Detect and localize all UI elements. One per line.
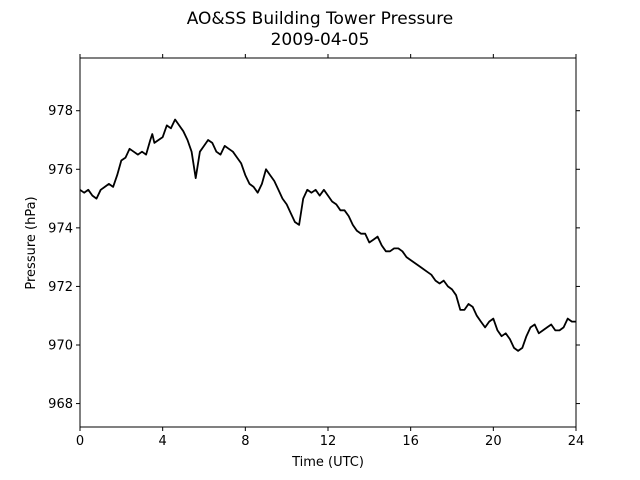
axis-ticks: 0 4 8 12 16 20 24 968 970 972 974 976 978 [48,54,584,449]
y-tick-label: 972 [48,280,73,295]
x-tick-label: 12 [320,434,337,449]
x-tick-label: 24 [568,434,585,449]
series-line-0 [79,118,576,352]
y-tick-label: 968 [48,397,73,412]
y-tick-label: 976 [48,163,73,178]
x-tick-label: 20 [485,434,502,449]
chart-title-line-2: 2009-04-05 [271,30,370,50]
x-tick-label: 16 [402,434,419,449]
y-tick-label: 974 [48,221,73,236]
x-tick-label: 8 [241,434,249,449]
y-tick-label: 970 [48,339,73,354]
plot-area [79,57,577,428]
y-axis-label: Pressure (hPa) [24,196,39,289]
plot-frame [79,57,577,428]
x-tick-label: 0 [76,434,84,449]
y-tick-label: 978 [48,104,73,119]
chart-title-line-1: AO&SS Building Tower Pressure [187,9,454,29]
x-tick-label: 4 [159,434,167,449]
x-axis-label: Time (UTC) [291,455,364,470]
